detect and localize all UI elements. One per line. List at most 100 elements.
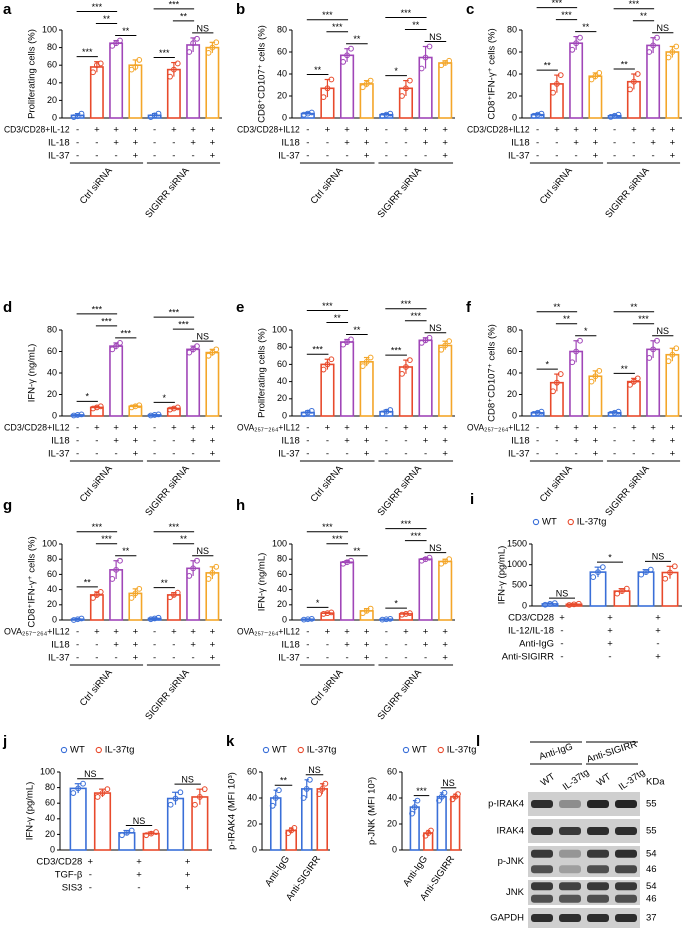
y-tick-label: 80 [507, 324, 517, 334]
condition-mark: + [650, 125, 656, 136]
data-point [99, 790, 106, 796]
significance-label: *** [120, 328, 131, 338]
y-tick-label: 40 [387, 792, 397, 802]
blot-band [615, 849, 637, 858]
condition-mark: + [113, 423, 119, 434]
data-point [379, 616, 386, 623]
data-point [324, 361, 331, 368]
data-point [588, 378, 595, 385]
condition-mark: - [536, 423, 539, 434]
data-point [634, 375, 641, 382]
data-point [647, 566, 654, 573]
condition-mark: - [326, 449, 329, 460]
data-point [569, 46, 576, 53]
data-point [190, 40, 197, 47]
condition-mark: + [136, 857, 142, 868]
bar [109, 42, 124, 119]
condition-mark: + [423, 138, 429, 149]
group-label: Ctrl siRNA [309, 667, 346, 709]
data-point [573, 40, 580, 47]
y-tick-label: 80 [47, 42, 57, 52]
condition-mark: - [153, 640, 156, 651]
condition-label: IL18 [281, 436, 300, 447]
condition-mark: + [607, 639, 613, 650]
significance-label: ** [180, 11, 188, 21]
group-label: SIGIRR siRNA [603, 463, 652, 518]
condition-mark: - [76, 653, 79, 664]
group-label: Ctrl siRNA [538, 165, 575, 207]
condition-mark: + [364, 151, 370, 162]
condition-mark: - [424, 653, 427, 664]
y-tick-label: 0 [282, 112, 287, 122]
data-point [109, 346, 116, 353]
data-point [422, 337, 429, 344]
legend-marker [402, 746, 410, 754]
data-point [595, 569, 601, 576]
data-point [132, 403, 139, 410]
condition-mark: - [560, 652, 563, 663]
condition-mark: - [424, 449, 427, 460]
data-point [669, 49, 676, 55]
y-tick-label: 40 [247, 792, 257, 802]
bar [166, 594, 181, 621]
y-tick-label: 1000 [507, 559, 527, 569]
data-point [109, 576, 116, 582]
condition-mark: + [113, 640, 119, 651]
blot-band [615, 800, 637, 808]
lane-label: WT [595, 771, 614, 789]
data-point [399, 93, 405, 99]
condition-mark: - [172, 436, 175, 447]
y-tick-label: 20 [507, 90, 517, 100]
y-tick-label: 40 [507, 367, 517, 377]
condition-label: IL-37 [508, 449, 530, 460]
condition-mark: + [670, 125, 676, 136]
data-point [646, 355, 653, 361]
bar [436, 795, 447, 851]
condition-mark: + [113, 125, 119, 136]
condition-mark: + [190, 138, 196, 149]
condition-mark: + [171, 627, 177, 638]
y-axis-label: IFN-γ (ng/mL) [27, 344, 38, 403]
condition-mark: + [210, 423, 216, 434]
y-tick-label: 0 [512, 112, 517, 122]
condition-mark: - [326, 138, 329, 149]
data-point [170, 405, 177, 412]
significance-label: NS [429, 323, 442, 333]
blot-band [615, 882, 637, 891]
significance-label: *** [401, 299, 412, 309]
data-point [344, 339, 350, 345]
condition-mark: + [344, 627, 350, 638]
data-point [78, 615, 85, 622]
data-point [387, 407, 394, 413]
data-point [340, 341, 347, 348]
condition-mark: - [560, 639, 563, 650]
bar [339, 341, 355, 417]
significance-label: * [608, 553, 612, 563]
significance-label: ** [582, 22, 590, 32]
y-axis-label: Proliferating cells (%) [27, 29, 38, 119]
y-tick-label: 80 [47, 554, 57, 564]
condition-label: SIS3 [62, 883, 83, 894]
kda-label: 54 [646, 848, 657, 859]
y-tick-label: 60 [507, 346, 517, 356]
data-point [155, 614, 162, 621]
group-label: SIGIRR siRNA [376, 463, 425, 518]
condition-mark: + [573, 138, 579, 149]
condition-mark: + [364, 627, 370, 638]
x-tick-label: Anti-IgG [401, 854, 430, 889]
blot-band [531, 827, 553, 835]
bar [186, 567, 201, 621]
condition-mark: - [404, 436, 407, 447]
significance-label: ** [544, 60, 552, 70]
data-point [627, 86, 633, 93]
data-point [167, 801, 174, 808]
significance-label: ** [280, 776, 288, 786]
y-tick-label: 0 [282, 410, 287, 420]
data-point [128, 827, 135, 834]
data-point [359, 363, 366, 370]
bar [316, 788, 329, 851]
condition-mark: + [344, 640, 350, 651]
data-point [113, 343, 120, 350]
condition-mark: + [210, 653, 216, 664]
legend-label: IL-37tg [105, 745, 135, 756]
